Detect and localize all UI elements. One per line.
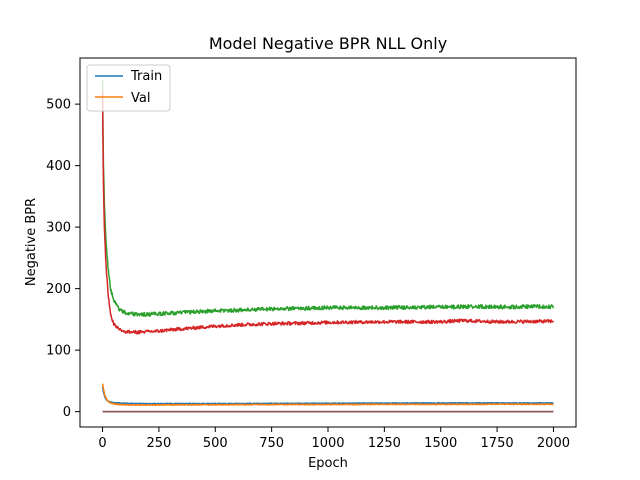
y-tick-label: 400 <box>46 159 71 174</box>
y-tick-label: 500 <box>46 98 71 113</box>
legend: Train Val <box>86 64 171 112</box>
x-tick-label: 1500 <box>424 436 457 451</box>
legend-label-val: Val <box>131 91 150 106</box>
series-line-3 <box>101 91 555 335</box>
x-tick-label: 1000 <box>311 436 344 451</box>
x-tick-label: 250 <box>146 436 171 451</box>
y-tick-label: 200 <box>46 282 71 297</box>
x-tick-label: 0 <box>98 436 106 451</box>
chart-title: Model Negative BPR NLL Only <box>209 34 447 53</box>
series-line-2 <box>101 79 555 317</box>
series-line-1 <box>101 383 554 407</box>
x-tick-label: 1250 <box>368 436 401 451</box>
y-tick-label: 300 <box>46 221 71 236</box>
y-axis-ticks: 0 100 200 300 400 500 <box>46 98 80 420</box>
x-tick-label: 500 <box>203 436 228 451</box>
legend-label-train: Train <box>130 69 162 84</box>
y-axis-label: Negative BPR <box>24 198 39 286</box>
x-axis-ticks: 0 250 500 750 1000 1250 1500 1750 2000 <box>98 427 570 451</box>
x-axis-label: Epoch <box>308 456 348 471</box>
y-tick-label: 0 <box>63 405 71 420</box>
y-tick-label: 100 <box>46 344 71 359</box>
x-tick-label: 2000 <box>537 436 570 451</box>
series-layer <box>101 79 555 413</box>
series-line-0 <box>101 386 554 405</box>
plot-area <box>101 79 555 413</box>
x-tick-label: 1750 <box>481 436 514 451</box>
x-tick-label: 750 <box>259 436 284 451</box>
